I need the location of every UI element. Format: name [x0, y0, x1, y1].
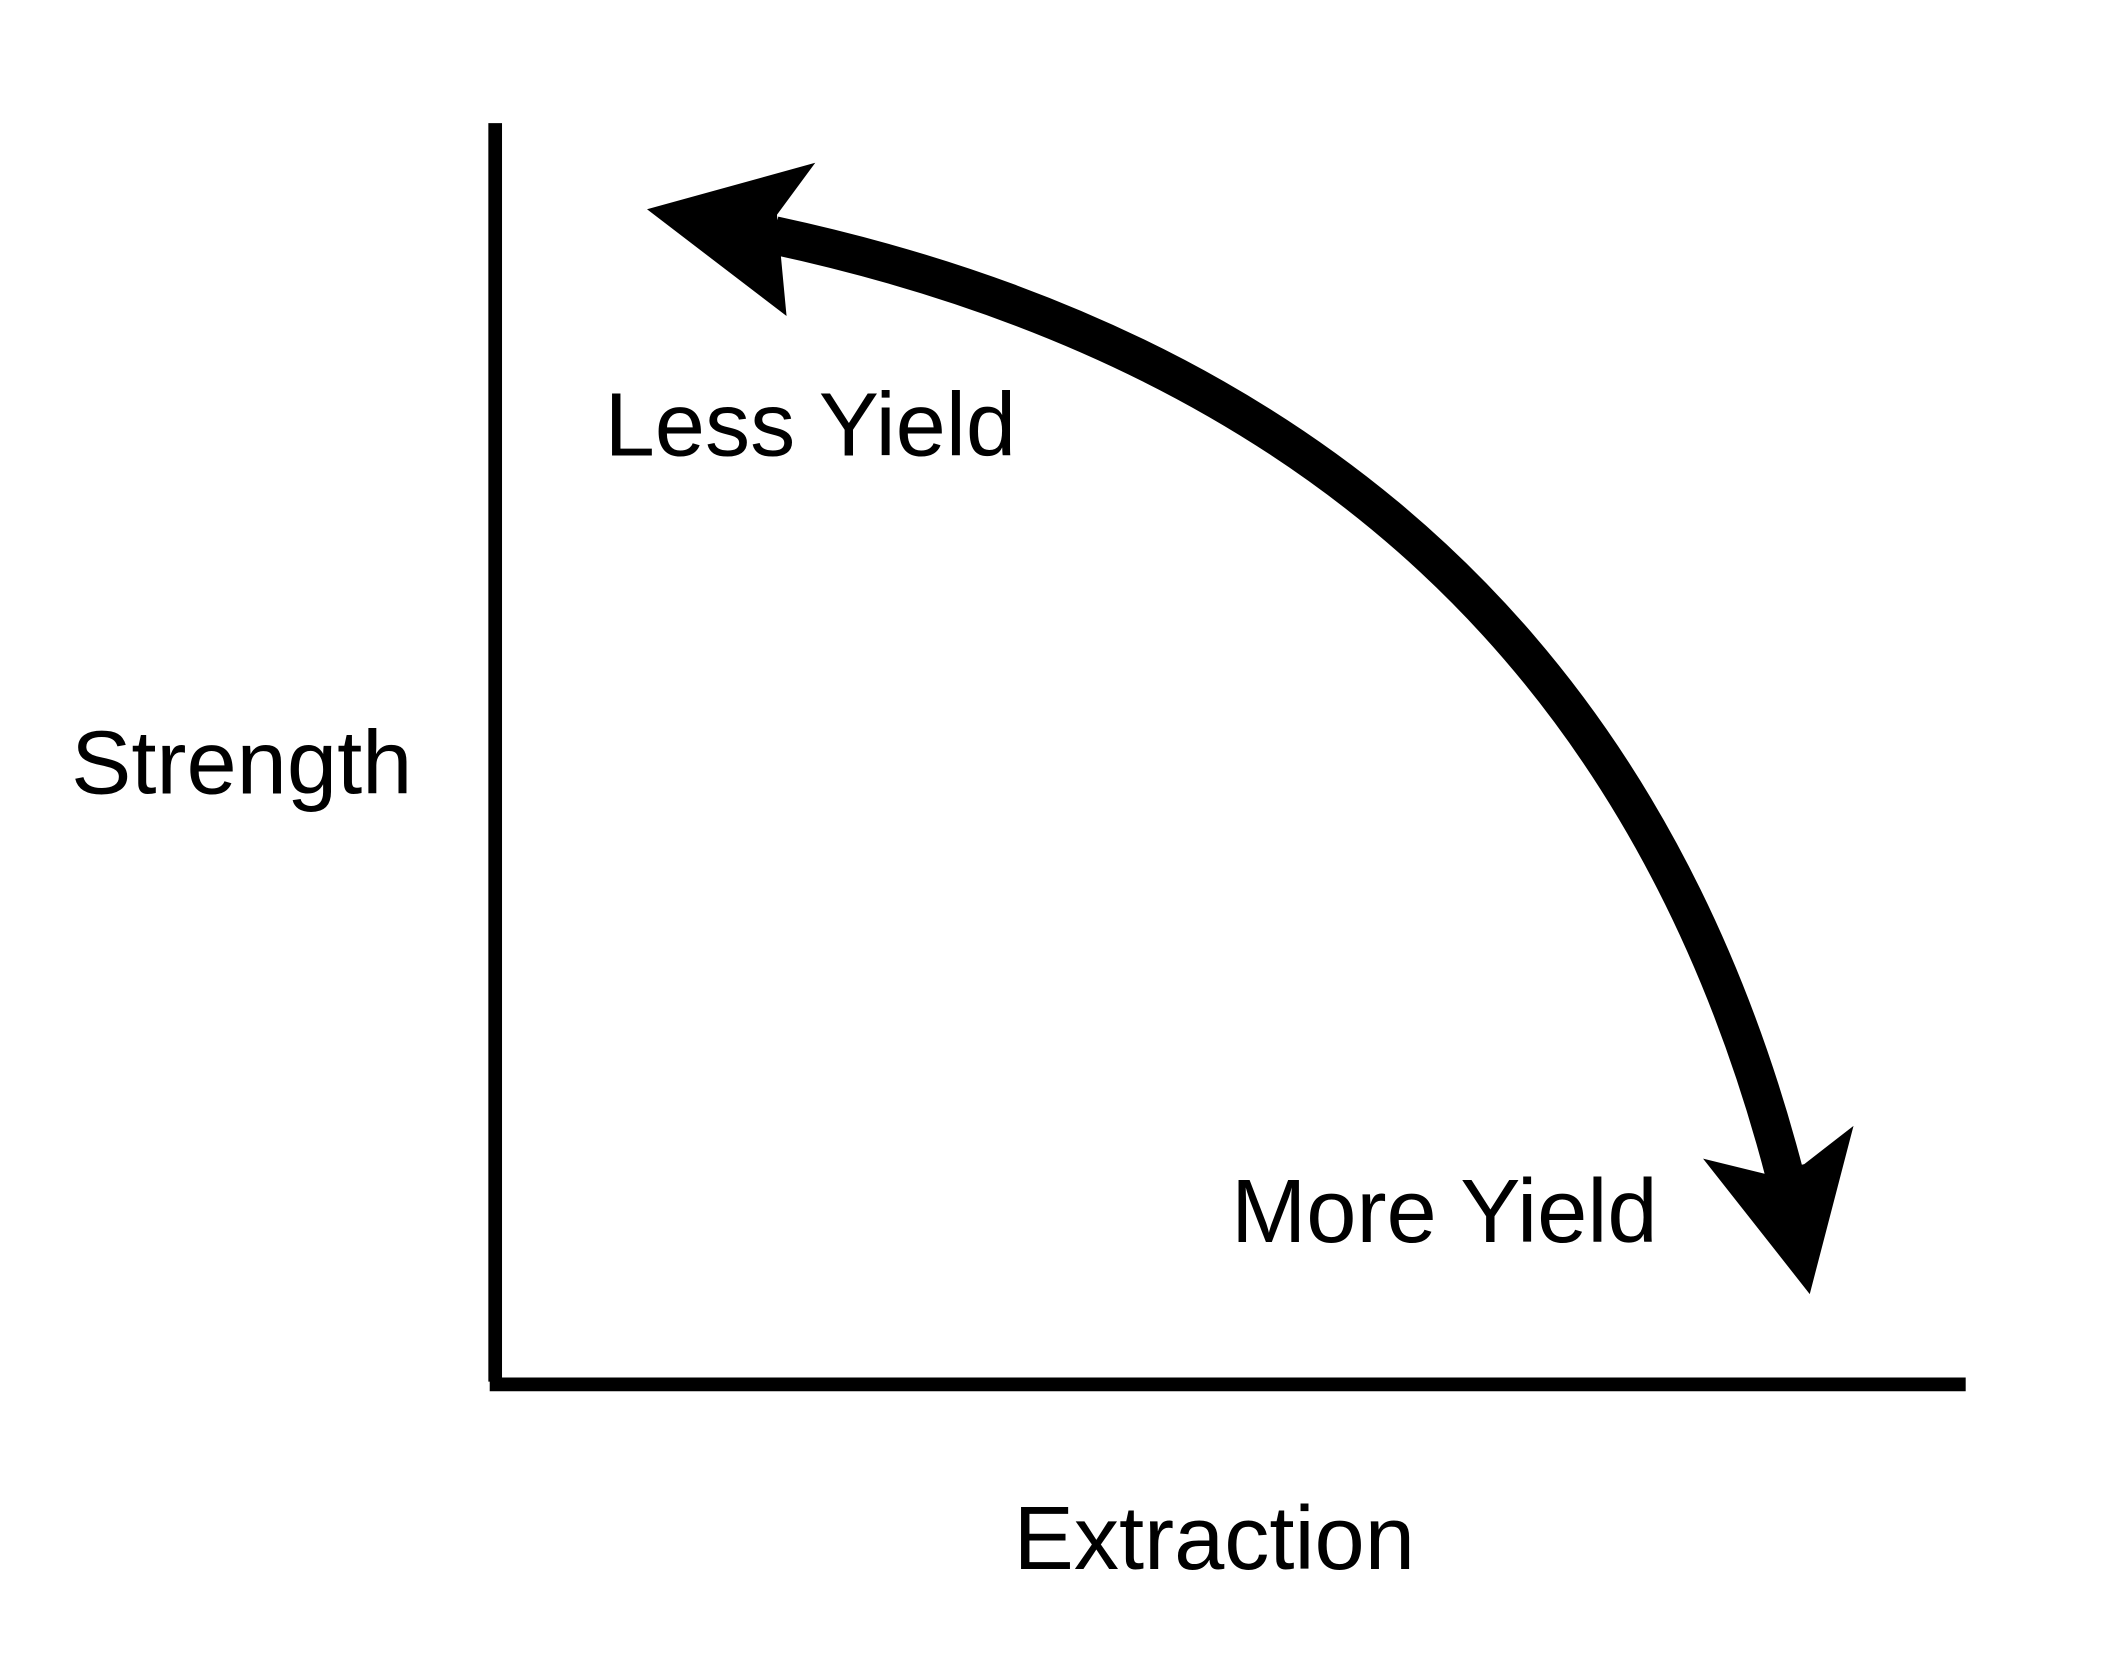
tradeoff-curve — [770, 216, 1804, 1182]
annotation-bottom: More Yield — [1231, 1161, 1657, 1262]
x-axis-label: Extraction — [1014, 1488, 1415, 1589]
arrowhead-bottom — [1703, 1125, 1854, 1295]
annotation-top: Less Yield — [605, 375, 1016, 476]
y-axis-label: Strength — [71, 712, 412, 813]
arrowhead-top — [647, 162, 816, 317]
